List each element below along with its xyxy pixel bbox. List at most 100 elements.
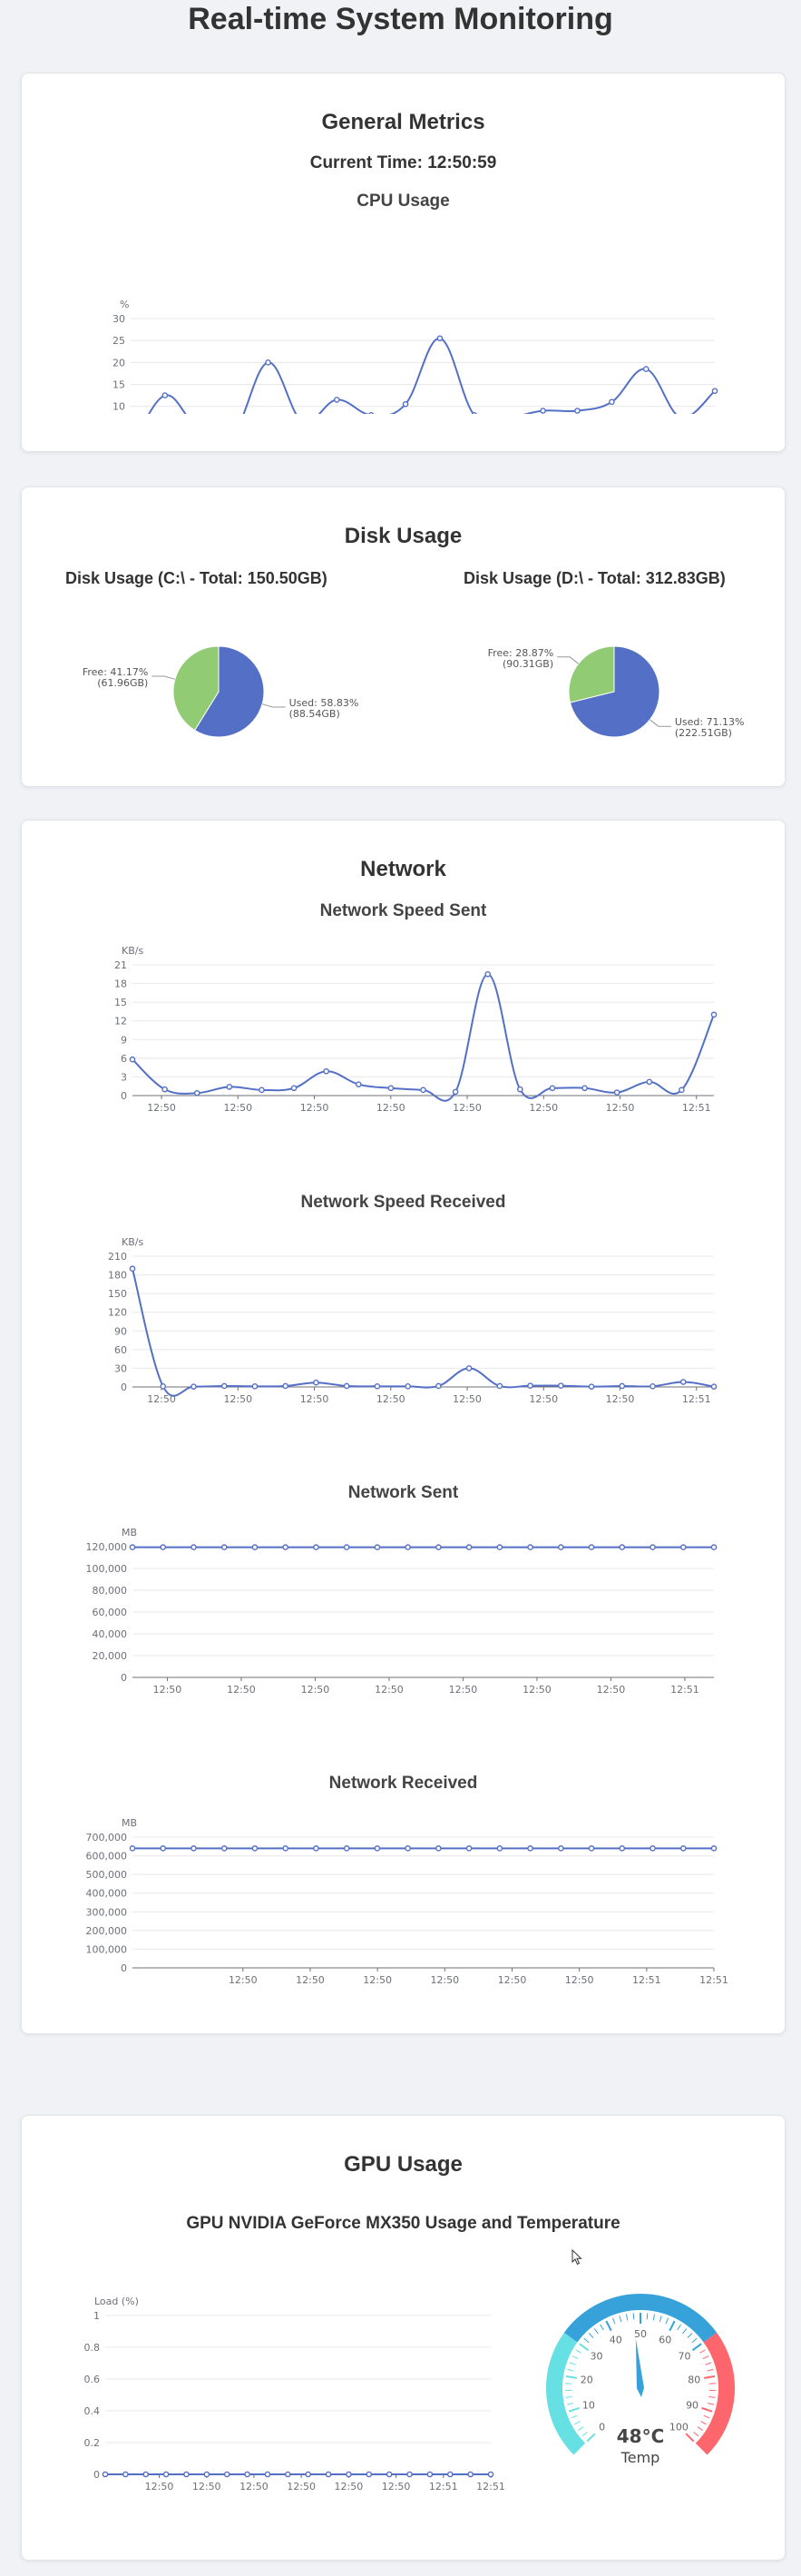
gauge-minor-tick <box>665 2317 669 2325</box>
data-point <box>426 2471 434 2478</box>
data-point <box>193 1089 200 1096</box>
gauge-minor-tick <box>691 2337 698 2344</box>
x-tick-label: 12:50 <box>153 1684 182 1696</box>
series-line <box>148 337 716 414</box>
pie-label-line <box>650 719 671 727</box>
gauge-minor-tick <box>566 2403 573 2405</box>
gauge-minor-tick <box>574 2421 581 2425</box>
data-point <box>436 335 444 342</box>
data-point <box>581 1085 588 1092</box>
gauge-tick-label: 0 <box>599 2421 605 2433</box>
y-tick-label: 9 <box>121 1034 127 1046</box>
gauge-minor-tick <box>659 2315 662 2323</box>
x-tick-label: 12:51 <box>476 2481 505 2492</box>
y-tick-label: 30 <box>114 1362 127 1374</box>
data-point <box>313 1845 319 1852</box>
disk-d-pie-chart: Used: 71.13%(222.51GB) Free: 28.87%(90.31… <box>488 645 745 739</box>
gauge-tick-label: 40 <box>610 2335 622 2346</box>
data-point <box>650 1845 656 1852</box>
x-tick-label: 12:50 <box>498 1974 527 1986</box>
data-point <box>142 2471 150 2478</box>
gpu-chart-title: GPU NVIDIA GeForce MX350 Usage and Tempe… <box>186 2214 620 2233</box>
gauge-minor-tick <box>565 2396 572 2398</box>
data-point <box>609 398 615 406</box>
net-sent-title: Network Sent <box>347 1483 459 1502</box>
network-heading: Network <box>360 857 446 881</box>
data-point <box>251 1383 259 1390</box>
x-tick-label: 12:51 <box>699 1974 728 1986</box>
x-tick-label: 12:51 <box>429 2481 458 2492</box>
pie-label-line <box>261 703 286 708</box>
gpu-load-chart: Load (%) 0 0.2 0.4 0.6 0.8 1 12:50 12:50 12:50 12:… <box>84 2296 505 2492</box>
y-tick-label: 10 <box>112 401 125 413</box>
data-point <box>160 1383 167 1390</box>
data-point <box>223 2471 230 2478</box>
data-point <box>333 397 340 403</box>
gauge-tick-label: 90 <box>686 2400 698 2412</box>
data-point <box>282 1382 288 1390</box>
x-tick-label: 12:50 <box>606 1102 635 1114</box>
gauge-major-tick <box>669 2320 676 2332</box>
data-point <box>220 1845 228 1852</box>
data-point <box>558 1382 564 1389</box>
data-point <box>251 1845 259 1852</box>
data-point <box>619 1544 626 1550</box>
y-tick-label: 0 <box>121 1090 127 1102</box>
data-point <box>374 1383 381 1390</box>
pie-label-value: (90.31GB) <box>503 658 553 670</box>
pie-label: Free: 28.87% <box>488 647 554 659</box>
data-point <box>710 1544 718 1550</box>
y-tick-label: 20,000 <box>93 1650 128 1662</box>
data-point <box>435 1382 442 1390</box>
data-point <box>343 1845 350 1852</box>
x-tick-label: 12:50 <box>453 1102 482 1114</box>
x-tick-label: 12:50 <box>229 1974 258 1986</box>
y-tick-label: 600,000 <box>86 1851 128 1863</box>
data-point <box>446 2471 454 2478</box>
x-tick-label: 12:50 <box>300 1102 329 1114</box>
y-tick-label: 100,000 <box>86 1563 128 1575</box>
data-point <box>588 1383 595 1390</box>
y-tick-label: 120,000 <box>86 1541 128 1553</box>
y-tick-label: 180 <box>108 1270 127 1282</box>
series-line <box>132 1268 715 1397</box>
gauge-minor-tick <box>703 2414 710 2419</box>
network-speed-received-chart: KB/s 0 30 60 90 120 150 180 210 12:50 12:50 12:50 12… <box>108 1236 718 1405</box>
data-point <box>405 1544 411 1550</box>
data-point <box>129 1845 136 1852</box>
data-point <box>588 1544 595 1550</box>
general-metrics-card: General Metrics Current Time: 12:50:59 C… <box>21 73 786 452</box>
data-point <box>650 1383 656 1390</box>
data-point <box>405 1845 411 1852</box>
y-tick-label: 21 <box>114 959 127 971</box>
data-point <box>496 1382 503 1390</box>
data-point <box>323 1067 329 1075</box>
gauge-tick-label: 10 <box>582 2400 595 2412</box>
x-tick-label: 12:50 <box>192 2481 221 2492</box>
data-point <box>355 1081 362 1087</box>
x-tick-label: 12:50 <box>223 1102 252 1114</box>
data-point <box>679 1379 687 1385</box>
x-tick-label: 12:50 <box>376 1102 405 1114</box>
data-point <box>527 1544 533 1550</box>
x-tick-label: 12:50 <box>565 1974 594 1986</box>
gauge-major-tick <box>605 2320 612 2332</box>
data-point <box>574 408 581 414</box>
gauge-tick-label: 60 <box>659 2335 671 2346</box>
data-point <box>549 1085 556 1092</box>
data-point <box>102 2471 109 2478</box>
data-point <box>129 1265 136 1273</box>
data-point <box>465 1365 473 1372</box>
y-tick-label: 15 <box>112 379 125 391</box>
data-point <box>264 2471 271 2478</box>
gauge-tick-label: 20 <box>581 2374 593 2386</box>
disk-usage-card: Disk Usage Disk Usage (C:\ - Total: 150.… <box>21 487 786 787</box>
data-point <box>646 1078 653 1086</box>
gauge-minor-tick <box>578 2426 584 2432</box>
data-point <box>129 1056 136 1063</box>
y-tick-label: 500,000 <box>86 1869 128 1881</box>
gauge-tick-label: 50 <box>634 2328 647 2340</box>
y-tick-label: 400,000 <box>86 1888 128 1900</box>
disk-c-pie-chart: Used: 58.83%(88.54GB) Free: 41.17%(61.96G… <box>83 645 358 738</box>
disk-d-title: Disk Usage (D:\ - Total: 312.83GB) <box>464 569 726 587</box>
